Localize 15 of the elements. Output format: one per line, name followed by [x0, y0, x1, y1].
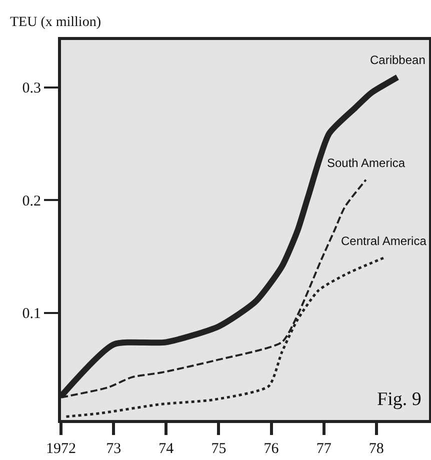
y-axis-title: TEU (x million): [10, 15, 102, 30]
series-label: Caribbean: [370, 53, 426, 67]
y-tick-label: 0.2: [22, 193, 41, 210]
annotation: Fig. 9: [377, 389, 422, 410]
y-tick-label: 0.3: [22, 80, 41, 97]
x-tick-label: 1972: [46, 441, 76, 457]
x-tick-label: 74: [158, 441, 174, 457]
series-label: South America: [327, 156, 406, 170]
x-tick-label: 78: [368, 441, 384, 457]
x-tick-label: 76: [264, 441, 280, 457]
series-label: Central America: [341, 234, 427, 248]
x-tick-label: 77: [316, 441, 332, 457]
y-tick-label: 0.1: [22, 306, 41, 322]
x-tick-label: 73: [106, 441, 122, 457]
x-tick-label: 75: [211, 441, 226, 457]
